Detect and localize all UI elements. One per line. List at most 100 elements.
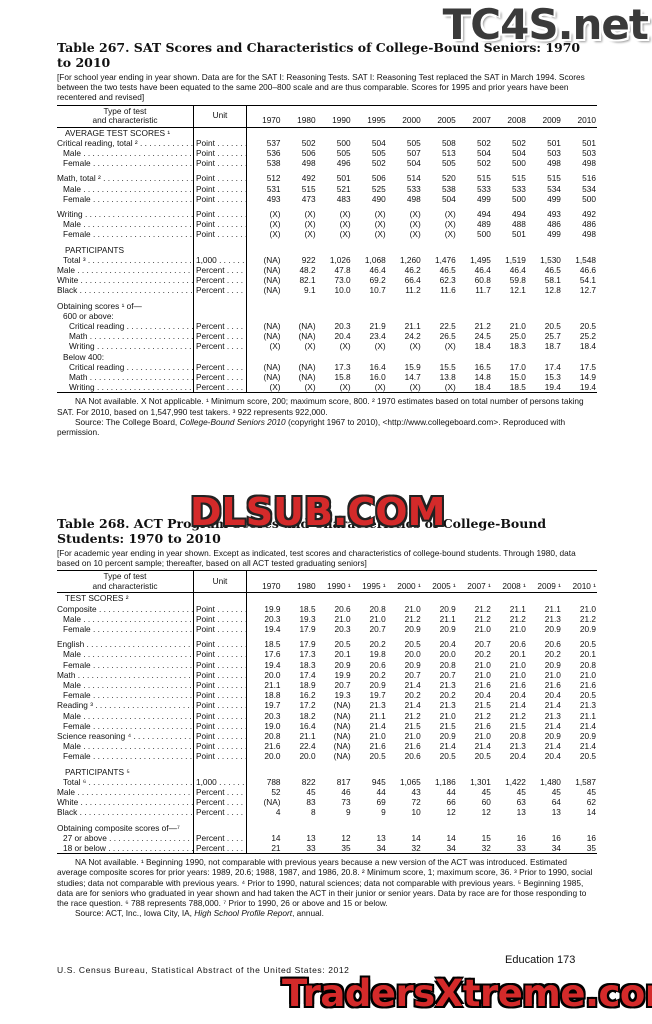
value-cell: 12 bbox=[341, 832, 351, 843]
value-cell: 25.7 bbox=[544, 331, 561, 342]
value-cell: 533 bbox=[512, 183, 526, 194]
empty-cell bbox=[457, 245, 492, 255]
row-label-cell: Total ⁶ bbox=[57, 777, 194, 787]
unit-cell: Point bbox=[193, 209, 247, 220]
unit-cell bbox=[193, 127, 247, 138]
value-cell: 20.8 bbox=[509, 731, 526, 742]
value-cell: 494 bbox=[476, 209, 491, 220]
empty-cell bbox=[422, 823, 457, 833]
header-year: 2008 ¹ bbox=[491, 570, 527, 594]
row-label-cell: 27 or above bbox=[57, 833, 194, 843]
value-cell: 20.8 bbox=[579, 659, 596, 670]
row-label: Math, total ² bbox=[57, 173, 194, 183]
value-cell: 20.4 bbox=[544, 751, 561, 762]
value-cell: 10.0 bbox=[334, 285, 351, 296]
value-cell: 34 bbox=[421, 843, 457, 855]
value-cell: 20.9 bbox=[404, 659, 421, 670]
value-cell: 19.8 bbox=[369, 649, 386, 660]
value-cell: (NA) bbox=[333, 700, 351, 711]
empty-cell bbox=[352, 127, 387, 138]
unit: Point bbox=[196, 173, 246, 183]
table-note: [For academic year ending in year shown.… bbox=[57, 548, 576, 569]
spacer-row bbox=[57, 204, 597, 210]
empty-cell bbox=[492, 245, 527, 255]
row-label: Male bbox=[63, 711, 194, 721]
value-cell: 21.0 bbox=[509, 624, 526, 635]
row-label: Obtaining scores ¹ of— bbox=[57, 300, 142, 311]
value-cell: 1,495 bbox=[470, 254, 491, 265]
value-cell: (X) bbox=[339, 209, 351, 220]
value-cell: (X) bbox=[444, 229, 456, 240]
value-cell: 473 bbox=[301, 193, 316, 204]
unit: Percent bbox=[196, 833, 246, 843]
value-cell: 17.4 bbox=[299, 669, 316, 680]
value-cell: 45 bbox=[516, 787, 526, 798]
data-row: Math, total ²Point 512 492 501 506 514 520 515 5… bbox=[57, 173, 597, 184]
unit: Point bbox=[196, 639, 246, 649]
unit-cell: Percent bbox=[193, 797, 247, 808]
value-cell: 18.3 bbox=[299, 659, 316, 670]
value-cell: 17.9 bbox=[299, 624, 316, 635]
value-cell: (X) bbox=[409, 219, 421, 230]
data-row: WritingPercent (X) (X) (X) (X) (X) (X) 18.4 18.3… bbox=[57, 341, 597, 352]
row-label-cell: Male bbox=[57, 787, 194, 797]
data-row: MalePoint 21.1 18.9 20.7 20.9 21.4 21.3 21.6 21.… bbox=[57, 680, 597, 691]
value-cell: 492 bbox=[301, 173, 316, 184]
value-cell: (NA) bbox=[263, 285, 281, 296]
unit-cell: Point bbox=[193, 158, 247, 169]
value-cell: 18.8 bbox=[264, 690, 281, 701]
unit: Percent bbox=[196, 362, 246, 372]
value-cell: 14 bbox=[411, 832, 421, 843]
value-cell: 21.4 bbox=[369, 720, 386, 731]
value-cell: 536 bbox=[266, 148, 281, 159]
section-cell: PARTICIPANTS bbox=[57, 245, 194, 255]
empty-cell bbox=[352, 311, 387, 321]
unit: Point bbox=[196, 624, 246, 634]
empty-cell bbox=[492, 823, 527, 833]
value-cell: 20.0 bbox=[439, 649, 456, 660]
value-cell: 33 bbox=[491, 843, 527, 855]
value-cell: 21.2 bbox=[474, 613, 491, 624]
value-cell: 1,186 bbox=[435, 776, 456, 787]
section-heading: PARTICIPANTS ⁵ bbox=[65, 766, 130, 777]
section-heading: PARTICIPANTS bbox=[65, 244, 125, 255]
value-cell: 1,065 bbox=[399, 776, 421, 787]
value-cell: 20.9 bbox=[439, 603, 456, 614]
value-cell: 21.0 bbox=[369, 731, 386, 742]
unit: Percent bbox=[196, 807, 246, 817]
unit-cell: Percent bbox=[193, 807, 247, 818]
value-cell: 506 bbox=[301, 148, 316, 159]
value-cell: 20.5 bbox=[404, 639, 421, 650]
value-cell: 21 bbox=[246, 843, 282, 855]
row-label-cell: White bbox=[57, 797, 194, 807]
data-row: MalePoint (X) (X) (X) (X) (X) (X) 489 488 486 486 bbox=[57, 219, 597, 230]
unit: Percent bbox=[196, 341, 246, 351]
value-cell: 20.7 bbox=[334, 680, 351, 691]
value-cell: 502 bbox=[371, 158, 386, 169]
data-row: Critical readingPercent (NA) (NA) 17.3 16.4 1… bbox=[57, 361, 597, 373]
value-cell: 20.0 bbox=[299, 751, 316, 762]
empty-cell bbox=[457, 352, 492, 362]
empty-cell bbox=[247, 593, 282, 604]
data-row: MalePoint 17.6 17.3 20.1 19.8 20.0 20.0 20.2 20.… bbox=[57, 649, 597, 660]
empty-cell bbox=[282, 311, 317, 321]
unit: Point bbox=[196, 690, 246, 700]
value-cell: 21.0 bbox=[579, 669, 596, 680]
value-cell: 20.5 bbox=[544, 321, 561, 332]
unit-cell: Point bbox=[193, 613, 247, 625]
row-label: Writing bbox=[69, 341, 194, 351]
table-note: [For school year ending in year shown. D… bbox=[57, 72, 585, 103]
value-cell: 22.5 bbox=[439, 321, 456, 332]
value-cell: 817 bbox=[336, 776, 351, 787]
unit-cell: Percent bbox=[193, 372, 247, 383]
value-cell: 20.4 bbox=[544, 690, 561, 701]
value-cell: 498 bbox=[406, 193, 421, 204]
value-cell: 21.4 bbox=[544, 720, 561, 731]
data-row: Critical readingPercent (NA) (NA) 20.3 21.9 2… bbox=[57, 321, 597, 332]
value-cell: 490 bbox=[371, 193, 386, 204]
source: Source: The College Board, College-Bound… bbox=[57, 417, 597, 437]
spacer-cell bbox=[193, 168, 247, 174]
value-cell: 486 bbox=[547, 219, 561, 230]
value-cell: 21.4 bbox=[404, 680, 421, 691]
header-year: 1980 bbox=[281, 570, 317, 594]
